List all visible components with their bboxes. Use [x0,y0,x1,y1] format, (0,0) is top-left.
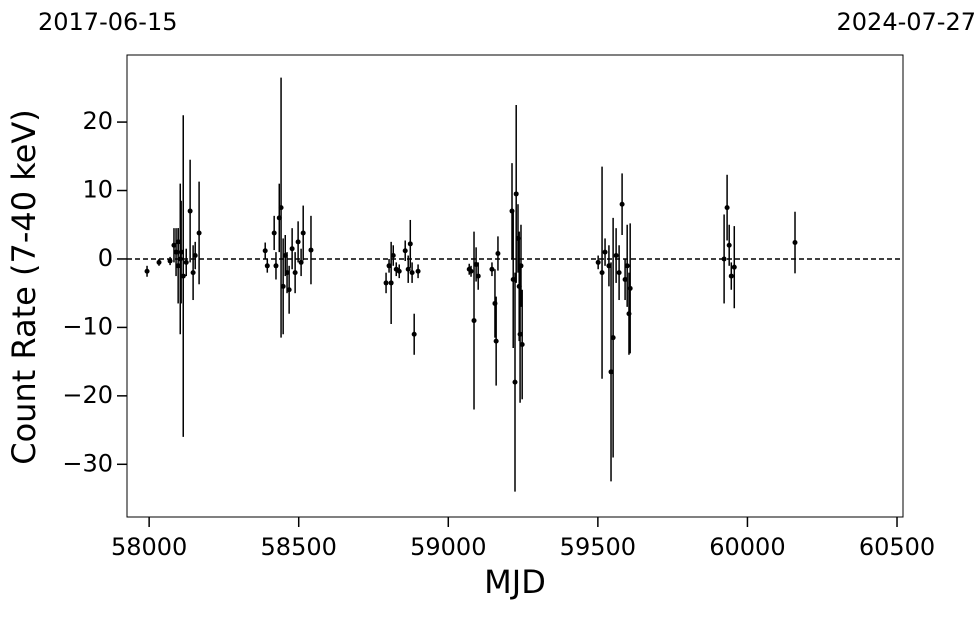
data-point [298,259,304,265]
data-point [192,253,198,259]
data-point [289,246,295,252]
data-point [610,335,616,341]
data-point [156,259,162,265]
data-point [489,266,495,272]
data-point [619,201,625,207]
data-point [516,283,522,289]
x-tick-label: 58000 [111,533,187,561]
data-point [183,259,189,265]
data-point [515,235,521,241]
y-tick-label: 10 [82,176,113,204]
data-point [411,331,417,337]
data-point [178,249,184,255]
data-point [175,239,181,245]
x-tick-label: 59500 [560,533,636,561]
data-point [276,215,282,221]
data-point [492,300,498,306]
data-point [731,264,737,270]
data-point [415,268,421,274]
data-point [616,270,622,276]
data-point [495,250,501,256]
data-point [286,287,292,293]
data-point [386,263,392,269]
data-point [606,263,612,269]
data-point [167,258,173,264]
data-point [627,285,633,291]
y-tick-label: 0 [98,244,113,272]
data-point [517,331,523,337]
data-point [728,273,734,279]
y-tick-label: −20 [62,381,113,409]
data-point [295,239,301,245]
data-point [473,261,479,267]
data-point [599,270,605,276]
data-point [624,263,630,269]
data-point [409,270,415,276]
x-tick-label: 60000 [709,533,785,561]
data-point [396,268,402,274]
data-point [284,270,290,276]
data-point [471,318,477,324]
data-point [509,208,515,214]
data-point [383,280,389,286]
x-tick-label: 58500 [261,533,337,561]
data-point [282,253,288,259]
data-point [721,256,727,262]
data-point [292,270,298,276]
data-point [626,311,632,317]
data-point [608,369,614,375]
x-tick-label: 59000 [410,533,486,561]
y-tick-label: 20 [82,107,113,135]
data-point [518,263,524,269]
data-point [519,342,525,348]
data-point [724,205,730,211]
data-point [468,268,474,274]
data-point [390,253,396,259]
data-point [278,205,284,211]
data-point [190,270,196,276]
data-point [613,253,619,259]
data-point [264,263,270,269]
y-axis-label: Count Rate (7-40 keV) [5,109,43,464]
data-point [171,242,177,248]
data-point [602,249,608,255]
data-point [595,259,601,265]
x-tick-label: 60500 [859,533,935,561]
start-date-label: 2017-06-15 [38,8,177,36]
plot-frame [126,54,904,518]
data-point [273,263,279,269]
data-point [388,280,394,286]
y-tick-label: −30 [62,449,113,477]
data-point [493,338,499,344]
data-point [407,241,413,247]
end-date-label: 2024-07-27 [837,8,976,36]
data-point [196,230,202,236]
y-tick-label: −10 [62,312,113,340]
data-point [280,283,286,289]
data-point [180,273,186,279]
data-point [308,247,314,253]
data-point [726,242,732,248]
data-point [402,248,408,254]
data-point [173,249,179,255]
data-point [512,379,518,385]
data-point [187,208,193,214]
data-point [300,230,306,236]
data-point [177,256,183,262]
data-point [510,276,516,282]
data-point [262,248,268,254]
data-point [513,191,519,197]
data-point [792,240,798,246]
data-point [144,268,150,274]
x-axis-label: MJD [484,563,546,601]
data-point [405,266,411,272]
data-point [175,263,181,269]
data-point [622,276,628,282]
data-point [475,273,481,279]
data-point [271,230,277,236]
